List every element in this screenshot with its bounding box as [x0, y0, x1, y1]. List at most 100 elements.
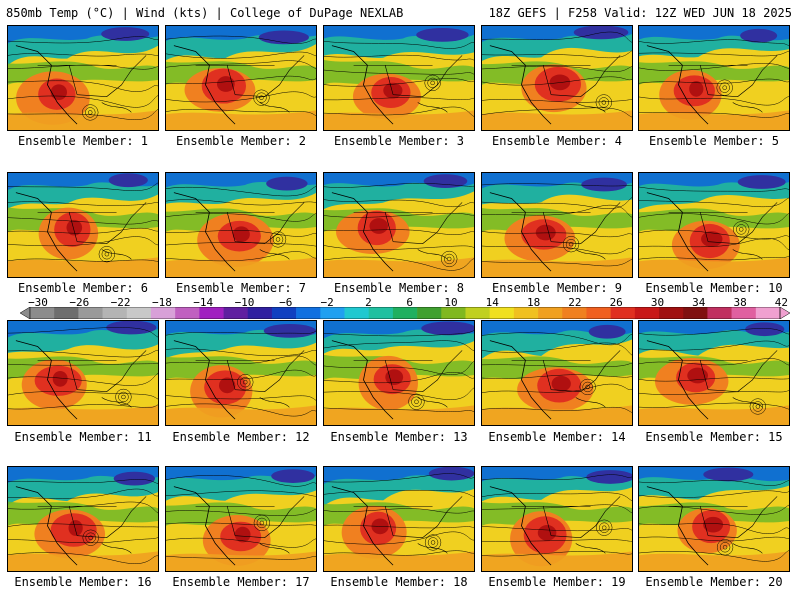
- ensemble-member-map: [323, 320, 475, 426]
- temperature-map: [8, 173, 158, 277]
- ensemble-member-map: [7, 25, 159, 131]
- ensemble-member-label: Ensemble Member: 2: [175, 134, 307, 148]
- temperature-map: [482, 467, 632, 571]
- ensemble-member-map: [323, 466, 475, 572]
- temperature-map: [639, 321, 789, 425]
- ensemble-member-label: Ensemble Member: 7: [175, 281, 307, 295]
- colorbar-swatch: [102, 307, 128, 319]
- colorbar-swatch: [489, 307, 515, 319]
- temperature-map: [324, 321, 474, 425]
- colorbar-swatch: [417, 307, 442, 319]
- ensemble-member-map: [165, 25, 317, 131]
- ensemble-member-label: Ensemble Member: 11: [14, 430, 152, 444]
- temperature-map: [639, 26, 789, 130]
- colorbar-swatch: [538, 307, 563, 319]
- colorbar-swatch: [610, 307, 636, 319]
- colorbar-tick-label: 30: [650, 296, 665, 309]
- colorbar-swatch: [465, 307, 490, 319]
- colorbar-tick-label: −18: [151, 296, 172, 309]
- ensemble-member-label: Ensemble Member: 18: [330, 575, 468, 589]
- temperature-map: [8, 467, 158, 571]
- ensemble-member-label: Ensemble Member: 9: [491, 281, 623, 295]
- temperature-map: [482, 321, 632, 425]
- colorbar-tick-label: 6: [406, 296, 413, 309]
- colorbar-swatch: [659, 307, 684, 319]
- colorbar-swatch: [392, 307, 418, 319]
- temperature-map: [166, 467, 316, 571]
- ensemble-member-label: Ensemble Member: 4: [491, 134, 623, 148]
- ensemble-member-map: [481, 172, 633, 278]
- ensemble-member-label: Ensemble Member: 8: [333, 281, 465, 295]
- ensemble-member-map: [481, 25, 633, 131]
- colorbar-swatch: [30, 307, 55, 319]
- colorbar-swatch: [755, 307, 781, 319]
- temperature-colorbar: [20, 307, 790, 319]
- temperature-map: [166, 321, 316, 425]
- colorbar-swatch: [126, 307, 152, 319]
- ensemble-member-map: [638, 172, 790, 278]
- colorbar-tick-label: −10: [234, 296, 255, 309]
- colorbar-swatch: [562, 307, 587, 319]
- colorbar-swatch: [199, 307, 224, 319]
- colorbar-swatch: [320, 307, 345, 319]
- ensemble-member-label: Ensemble Member: 12: [172, 430, 310, 444]
- colorbar-tick-label: 10: [444, 296, 458, 309]
- colorbar-swatch: [368, 307, 394, 319]
- ensemble-member-label: Ensemble Member: 6: [17, 281, 149, 295]
- colorbar-swatch: [247, 307, 273, 319]
- temperature-map: [482, 26, 632, 130]
- colorbar-swatch: [586, 307, 611, 319]
- colorbar-tick-label: 2: [365, 296, 372, 309]
- temperature-map: [166, 173, 316, 277]
- ensemble-member-map: [323, 25, 475, 131]
- temperature-map: [482, 173, 632, 277]
- ensemble-member-map: [638, 466, 790, 572]
- ensemble-member-map: [481, 320, 633, 426]
- colorbar-tick-label: −26: [69, 296, 90, 309]
- colorbar-swatch: [296, 307, 321, 319]
- temperature-map: [8, 321, 158, 425]
- ensemble-member-label: Ensemble Member: 1: [17, 134, 149, 148]
- colorbar-swatch: [634, 307, 660, 319]
- colorbar-swatch: [707, 307, 732, 319]
- ensemble-member-label: Ensemble Member: 13: [330, 430, 468, 444]
- ensemble-member-label: Ensemble Member: 20: [645, 575, 783, 589]
- colorbar-tick-label: 14: [485, 296, 499, 309]
- colorbar-tick-label: 18: [526, 296, 541, 309]
- colorbar-swatch: [513, 307, 539, 319]
- colorbar-swatch: [150, 307, 176, 319]
- colorbar-tick-label: 42: [774, 296, 789, 309]
- ensemble-member-map: [165, 466, 317, 572]
- temperature-map: [324, 173, 474, 277]
- ensemble-member-map: [165, 320, 317, 426]
- colorbar-tick-label: −6: [279, 296, 293, 309]
- ensemble-member-label: Ensemble Member: 19: [488, 575, 626, 589]
- colorbar-tick-label: −22: [110, 296, 131, 309]
- colorbar-swatch: [223, 307, 249, 319]
- ensemble-member-label: Ensemble Member: 5: [648, 134, 780, 148]
- colorbar-tick-label: 38: [733, 296, 747, 309]
- temperature-map: [8, 26, 158, 130]
- chart-title: 850mb Temp (°C) | Wind (kts) | College o…: [6, 6, 404, 20]
- ensemble-member-label: Ensemble Member: 10: [645, 281, 783, 295]
- colorbar-swatch: [344, 307, 370, 319]
- colorbar-swatch: [683, 307, 708, 319]
- ensemble-member-map: [7, 466, 159, 572]
- colorbar-swatch: [271, 307, 297, 319]
- colorbar-tick-label: −30: [28, 296, 48, 309]
- colorbar-tick-label: 26: [609, 296, 623, 309]
- temperature-map: [324, 467, 474, 571]
- temperature-map: [639, 467, 789, 571]
- ensemble-member-label: Ensemble Member: 16: [14, 575, 152, 589]
- temperature-map: [639, 173, 789, 277]
- colorbar-swatch: [54, 307, 79, 319]
- ensemble-member-map: [323, 172, 475, 278]
- ensemble-member-label: Ensemble Member: 15: [645, 430, 783, 444]
- ensemble-member-label: Ensemble Member: 3: [333, 134, 465, 148]
- temperature-map: [324, 26, 474, 130]
- model-run-info: 18Z GEFS | F258 Valid: 12Z WED JUN 18 20…: [488, 6, 792, 20]
- colorbar-swatch: [441, 307, 466, 319]
- colorbar-swatch: [731, 307, 757, 319]
- ensemble-member-map: [638, 25, 790, 131]
- temperature-map: [166, 26, 316, 130]
